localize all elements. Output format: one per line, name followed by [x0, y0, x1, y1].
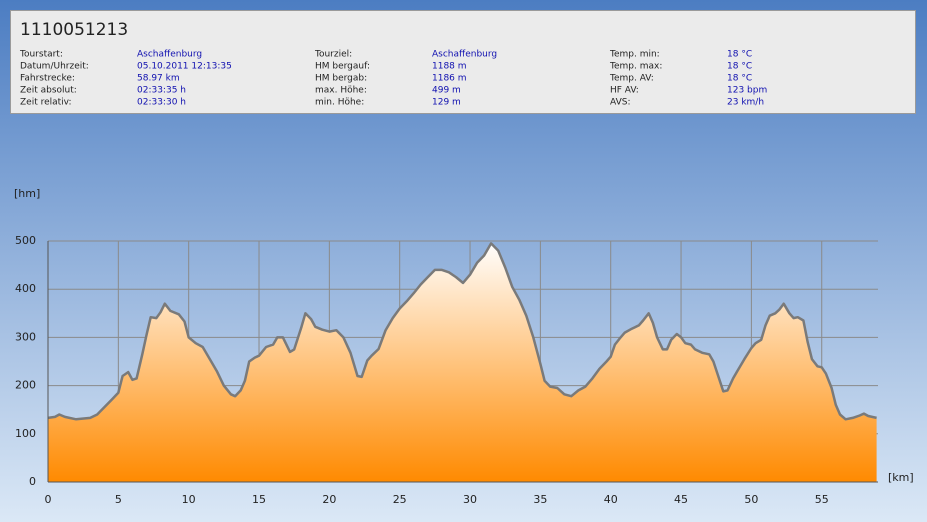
x-tick-label: 50 [744, 493, 758, 506]
panel-title: 1110051213 [20, 20, 128, 40]
info-label: Temp. AV: [609, 74, 654, 84]
info-label: Temp. min: [609, 50, 660, 60]
info-label: HF AV: [610, 86, 639, 96]
info-value: 02:33:30 h [137, 98, 186, 108]
info-value: 23 km/h [727, 98, 764, 108]
y-tick-label: 200 [15, 379, 36, 392]
info-value: 58.97 km [137, 74, 180, 84]
info-label: AVS: [610, 98, 630, 108]
x-tick-label: 55 [815, 493, 829, 506]
info-label: Temp. max: [609, 62, 662, 72]
y-tick-label: 500 [15, 234, 36, 247]
x-tick-label: 30 [463, 493, 477, 506]
info-label: Datum/Uhrzeit: [20, 62, 89, 72]
plot: 0 100 200 300 400 500 0 5 10 15 20 25 30 35 40 45 50 55 [h… [14, 187, 914, 506]
info-label: max. Höhe: [315, 86, 367, 96]
y-tick-label: 100 [15, 427, 36, 440]
x-tick-label: 0 [45, 493, 52, 506]
info-label: Tourstart: [19, 50, 63, 60]
info-label: HM bergauf: [315, 62, 370, 72]
x-tick-label: 10 [182, 493, 196, 506]
x-tick-label: 45 [674, 493, 688, 506]
info-value: 1188 m [432, 62, 467, 72]
x-axis-label: [km] [888, 471, 914, 484]
y-tick-label: 300 [15, 330, 36, 343]
info-value: 129 m [432, 98, 461, 108]
info-value: Aschaffenburg [432, 50, 497, 60]
area-fill [48, 243, 877, 482]
info-label: Zeit absolut: [20, 86, 77, 96]
info-value: 02:33:35 h [137, 86, 186, 96]
info-value: 123 bpm [727, 86, 767, 96]
info-value: 1186 m [432, 74, 467, 84]
y-axis-label: [hm] [14, 187, 40, 200]
y-tick-label: 400 [15, 282, 36, 295]
x-tick-label: 40 [604, 493, 618, 506]
info-panel [10, 10, 916, 114]
x-tick-label: 20 [322, 493, 336, 506]
info-value: 499 m [432, 86, 461, 96]
info-value: Aschaffenburg [137, 50, 202, 60]
info-value: 18 °C [727, 74, 752, 84]
y-tick-label: 0 [29, 475, 36, 488]
x-tick-label: 25 [393, 493, 407, 506]
info-label: Fahrstrecke: [20, 74, 75, 84]
info-label: Tourziel: [314, 50, 352, 60]
info-value: 05.10.2011 12:13:35 [137, 62, 232, 72]
x-tick-label: 15 [252, 493, 266, 506]
info-value: 18 °C [727, 50, 752, 60]
x-tick-label: 5 [115, 493, 122, 506]
info-value: 18 °C [727, 62, 752, 72]
info-table: Tourstart: Aschaffenburg Datum/Uhrzeit: 05.… [19, 50, 767, 108]
x-tick-label: 35 [533, 493, 547, 506]
info-label: Zeit relativ: [20, 98, 72, 108]
profile-line [47, 242, 877, 421]
info-label: HM bergab: [315, 74, 367, 84]
info-label: min. Höhe: [315, 98, 364, 108]
